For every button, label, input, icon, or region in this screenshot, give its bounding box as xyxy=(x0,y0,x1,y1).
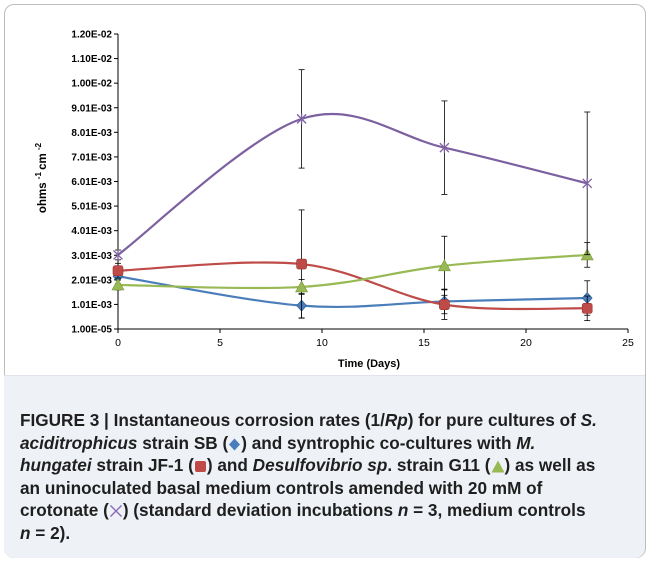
series-star xyxy=(113,69,593,261)
caption-figure-label: FIGURE 3 | Instantaneous corrosion rates… xyxy=(20,410,385,430)
x-tick-label: 15 xyxy=(418,337,430,349)
star-marker xyxy=(439,142,450,154)
y-tick-label: 5.01E-03 xyxy=(71,202,112,213)
y-tick-label: 2.01E-03 xyxy=(71,275,112,286)
caption-text: ) (standard deviation incubations xyxy=(122,500,398,520)
caption-text: ) as well as xyxy=(504,455,596,475)
x-tick-label: 10 xyxy=(316,337,328,349)
caption-species: M. xyxy=(516,432,536,453)
caption-text: ) and syntrophic co-cultures with xyxy=(241,432,517,453)
y-tick-label: 6.01E-03 xyxy=(71,177,112,188)
y-tick-label: 7.01E-03 xyxy=(71,152,112,163)
caption-species: hungatei xyxy=(20,455,92,475)
caption-species: Desulfovibrio sp xyxy=(252,455,388,475)
triangle-marker xyxy=(295,280,309,293)
x-tick-label: 20 xyxy=(520,337,532,349)
figure-caption: FIGURE 3 | Instantaneous corrosion rates… xyxy=(20,409,632,544)
y-tick-label: 3.01E-03 xyxy=(71,251,112,262)
caption-species: aciditrophicus xyxy=(20,432,138,453)
y-tick-label: 1.00E-05 xyxy=(71,325,112,336)
x-tick-label: 25 xyxy=(622,337,634,349)
caption-text: = 2). xyxy=(30,522,71,543)
caption-rp: Rp xyxy=(384,410,408,430)
caption-text: . strain G11 ( xyxy=(387,455,491,475)
x-tick-label: 5 xyxy=(217,337,223,349)
series-line xyxy=(117,275,588,309)
y-tick-label: 9.01E-03 xyxy=(71,103,112,114)
y-tick-label: 8.01E-03 xyxy=(71,128,112,139)
diamond-marker-icon xyxy=(229,438,241,450)
corrosion-rate-chart: 1.00E-05 1.01E-03 2.01E-03 3.01E-03 4.01E-03… xyxy=(34,30,634,371)
series-line xyxy=(117,261,588,311)
caption-panel xyxy=(4,375,645,558)
square-marker xyxy=(112,265,124,276)
chart-series xyxy=(111,69,594,322)
y-tick-label: 1.00E-02 xyxy=(71,79,112,90)
square-marker-icon xyxy=(194,461,206,472)
y-axis-label: ohms -1 cm -2 xyxy=(34,142,49,213)
series-line xyxy=(117,253,588,290)
caption-text: ) for pure cultures of xyxy=(407,410,581,430)
caption-text: crotonate ( xyxy=(20,500,109,520)
square-marker xyxy=(439,299,450,310)
series-square xyxy=(112,209,593,322)
caption-text: an uninoculated basal medium controls am… xyxy=(20,477,543,498)
triangle-marker xyxy=(111,278,125,291)
square-marker xyxy=(296,258,307,270)
chart-axes: 1.00E-05 1.01E-03 2.01E-03 3.01E-03 4.01E-03… xyxy=(71,30,634,350)
star-marker xyxy=(582,177,593,189)
caption-species: S. xyxy=(580,410,597,430)
triangle-marker-icon xyxy=(491,460,504,473)
star-marker xyxy=(113,249,123,261)
series-diamond xyxy=(112,268,593,319)
caption-text: ) and xyxy=(206,455,253,475)
caption-text: = 3, medium controls xyxy=(408,500,586,520)
y-tick-label: 4.01E-03 xyxy=(71,226,112,237)
series-line xyxy=(117,113,588,256)
caption-n: n xyxy=(20,522,31,543)
caption-n: n xyxy=(397,500,409,520)
y-tick-label: 1.10E-02 xyxy=(71,54,112,65)
cross-marker-icon xyxy=(109,505,122,517)
square-marker xyxy=(581,303,593,314)
triangle-marker xyxy=(437,259,451,272)
x-axis-label: Time (Days) xyxy=(338,358,400,370)
y-tick-label: 1.20E-02 xyxy=(71,30,112,41)
caption-text: strain SB ( xyxy=(137,432,229,453)
star-marker xyxy=(296,113,307,125)
y-tick-label: 1.01E-03 xyxy=(71,300,112,311)
x-tick-label: 0 xyxy=(115,337,121,349)
caption-text: strain JF-1 ( xyxy=(91,455,194,475)
